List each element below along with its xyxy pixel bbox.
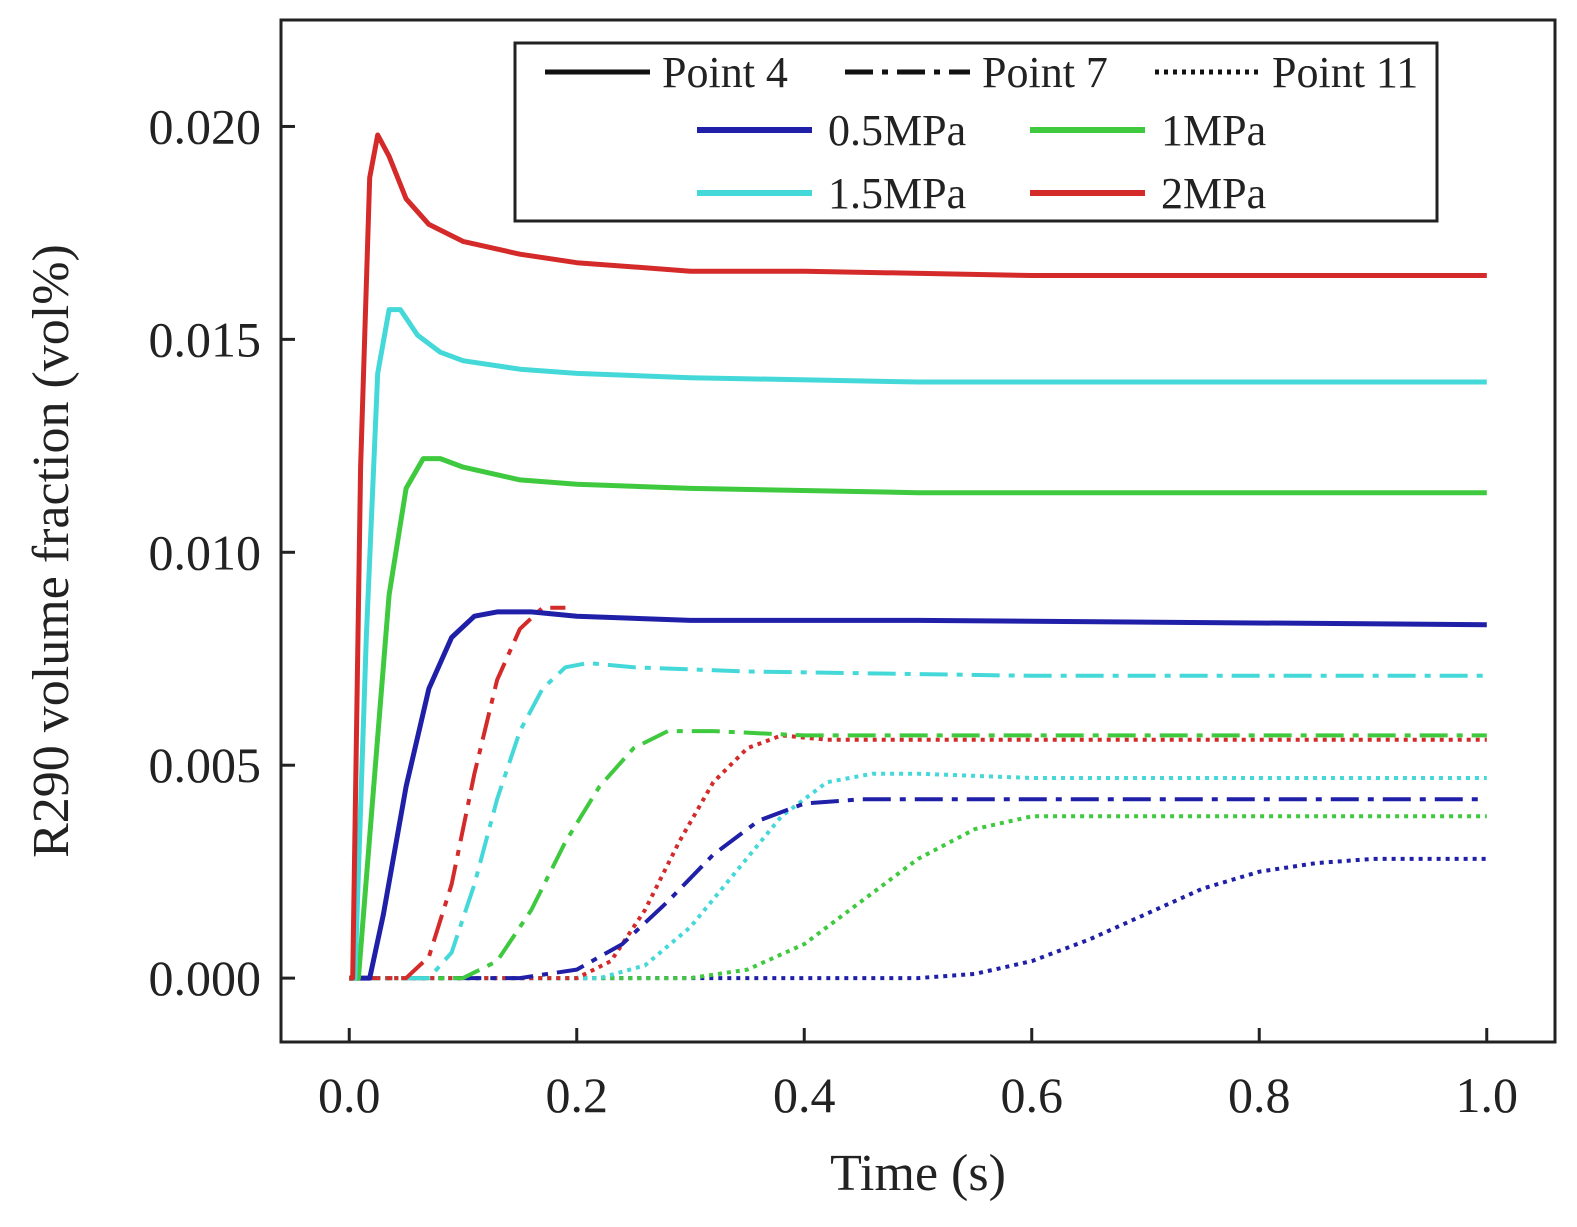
plot-frame [279,18,1557,1044]
x-tick-label: 0.8 [1228,1067,1291,1123]
legend-label-style: Point 4 [662,48,788,97]
legend-box [513,41,1439,223]
legend-label-style: Point 11 [1272,48,1418,97]
series-line-9 [349,856,1487,981]
legend-label-pressure: 1MPa [1161,106,1266,155]
series-line-5 [349,797,1487,981]
series-line-8 [349,605,566,981]
series-line-2 [349,456,1487,981]
legend-label-pressure: 2MPa [1161,169,1266,218]
series-line-3 [349,307,1487,981]
x-tick-label: 0.2 [546,1067,609,1123]
legend-label-pressure: 0.5MPa [828,106,966,155]
y-axis-title: R290 volume fraction (vol%) [23,244,80,858]
legend-label-pressure: 1.5MPa [828,169,966,218]
series-line-4 [349,132,1487,981]
y-tick-label: 0.015 [149,311,262,367]
series-line-6 [349,729,1487,981]
x-tick-label: 0.0 [318,1067,381,1123]
legend: Point 4 Point 7 Point 11 0.5MPa 1MPa 1.5MPa 2M… [513,41,1439,223]
y-tick-label: 0.010 [149,524,262,580]
y-tick-label: 0.020 [149,98,262,154]
ticks-layer: 0.0 0.2 0.4 0.6 0.8 1.0 0.000 0.005 0.010 0.015 0.… [149,98,1519,1123]
x-tick-label: 0.6 [1001,1067,1064,1123]
x-axis-title: Time (s) [830,1145,1006,1202]
y-tick-label: 0.005 [149,737,262,793]
series-line-1 [349,609,1487,981]
x-tick-label: 1.0 [1456,1067,1519,1123]
y-tick-label: 0.000 [149,950,262,1006]
series-line-11 [349,771,1487,981]
series-line-7 [349,661,1487,981]
x-tick-label: 0.4 [773,1067,836,1123]
legend-label-style: Point 7 [982,48,1108,97]
series-layer [349,132,1487,981]
series-line-10 [349,814,1487,981]
series-line-12 [349,733,1487,981]
